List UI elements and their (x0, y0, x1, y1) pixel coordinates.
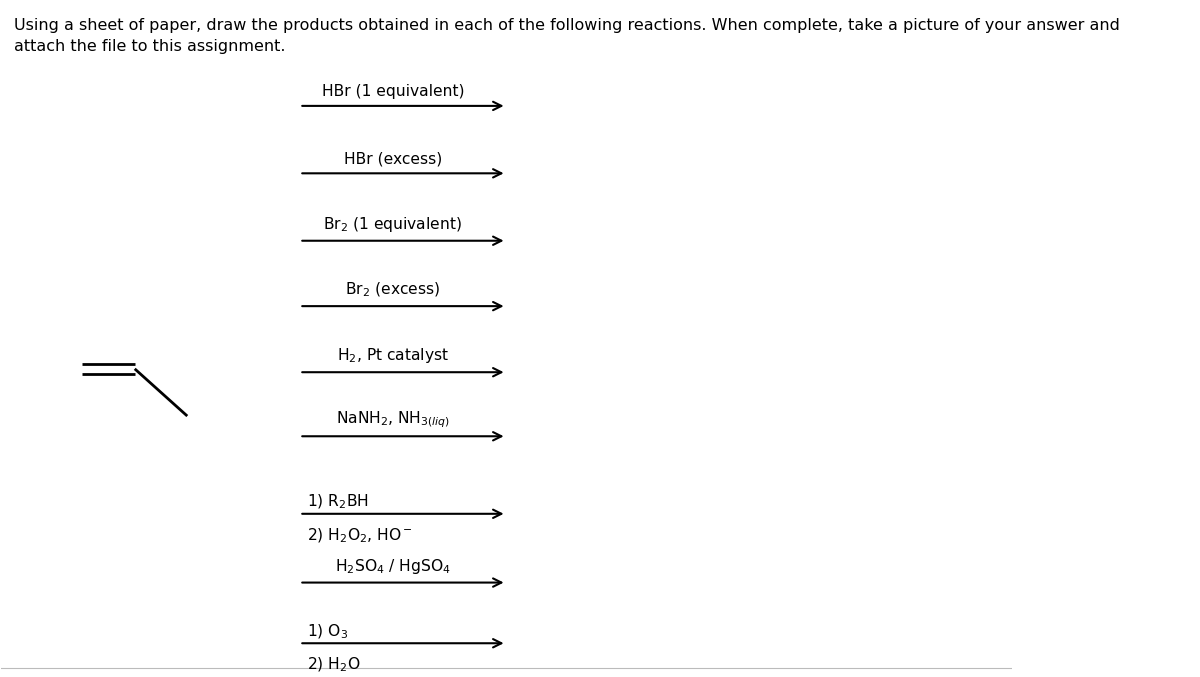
Text: H$_2$SO$_4$ / HgSO$_4$: H$_2$SO$_4$ / HgSO$_4$ (335, 556, 451, 576)
Text: HBr (excess): HBr (excess) (343, 152, 442, 167)
Text: 1) R$_2$BH: 1) R$_2$BH (307, 493, 370, 511)
Text: NaNH$_2$, NH$_{3(liq)}$: NaNH$_2$, NH$_{3(liq)}$ (336, 409, 450, 429)
Text: Br$_2$ (excess): Br$_2$ (excess) (346, 281, 440, 299)
Text: Br$_2$ (1 equivalent): Br$_2$ (1 equivalent) (323, 215, 462, 234)
Text: 2) H$_2$O: 2) H$_2$O (307, 656, 361, 674)
Text: HBr (1 equivalent): HBr (1 equivalent) (322, 84, 464, 99)
Text: 2) H$_2$O$_2$, HO$^-$: 2) H$_2$O$_2$, HO$^-$ (307, 527, 413, 545)
Text: Using a sheet of paper, draw the products obtained in each of the following reac: Using a sheet of paper, draw the product… (13, 18, 1120, 54)
Text: H$_2$, Pt catalyst: H$_2$, Pt catalyst (337, 347, 449, 366)
Text: 1) O$_3$: 1) O$_3$ (307, 622, 349, 640)
